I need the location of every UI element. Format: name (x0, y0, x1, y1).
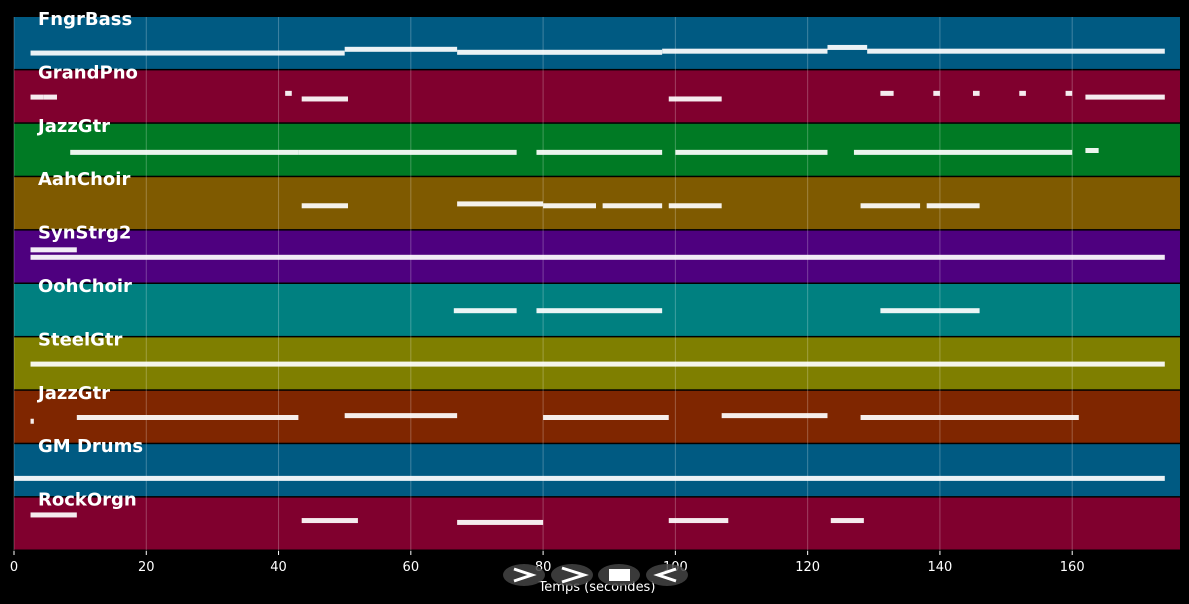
x-tick-label: 60 (403, 560, 420, 575)
track-name: RockOrgn (38, 490, 137, 511)
lane (14, 444, 1180, 497)
note (30, 512, 77, 518)
note (543, 415, 669, 420)
note (457, 519, 544, 525)
lane (14, 70, 1180, 123)
note (933, 90, 940, 96)
note (76, 415, 299, 420)
note (926, 203, 980, 209)
lane (14, 17, 1180, 69)
note (285, 90, 292, 96)
note (662, 48, 828, 54)
rewind-button[interactable] (646, 564, 688, 586)
note (30, 254, 1165, 260)
note (972, 90, 980, 96)
lane (14, 123, 1180, 176)
note (30, 418, 34, 424)
track-name: AahChoir (38, 169, 130, 190)
note (880, 308, 980, 314)
note (1065, 90, 1073, 96)
x-tick-label: 140 (928, 560, 953, 575)
x-tick-label: 0 (10, 560, 18, 575)
note (827, 44, 868, 50)
note (30, 94, 44, 100)
forward-button[interactable] (551, 564, 593, 586)
note (867, 48, 1165, 54)
note (880, 90, 894, 96)
note (457, 201, 544, 207)
track-name: GM Drums (38, 436, 143, 457)
note (301, 96, 348, 102)
note (344, 413, 458, 419)
track-name: OohChoir (38, 276, 132, 297)
note (70, 149, 299, 155)
grid (13, 17, 1073, 551)
note (543, 203, 597, 209)
x-tick-label: 20 (138, 560, 155, 575)
note (860, 203, 921, 209)
note (675, 149, 828, 155)
x-axis-label: Temps (secondes) (538, 580, 656, 595)
note (853, 149, 1073, 155)
note (536, 149, 663, 155)
labels: FngrBass GrandPno JazzGtr AahChoir SynStrg2 O… (36, 9, 143, 511)
notes (14, 44, 1165, 525)
note (668, 96, 722, 102)
x-tick-label: 40 (270, 560, 287, 575)
note (1085, 148, 1099, 153)
stop-button[interactable] (598, 564, 640, 586)
x-axis: 020406080100120140160 (10, 551, 1085, 575)
note (860, 415, 1079, 420)
track-name: JazzGtr (36, 383, 110, 404)
note (536, 308, 663, 314)
track-name: SteelGtr (38, 329, 123, 350)
note (30, 50, 345, 56)
note (43, 94, 57, 100)
play-button[interactable] (503, 564, 545, 586)
lanes (14, 17, 1180, 550)
track-name: GrandPno (38, 62, 138, 83)
note (453, 308, 517, 314)
note (602, 203, 663, 209)
x-tick-label: 160 (1060, 560, 1085, 575)
note (668, 518, 729, 524)
note (1085, 94, 1165, 100)
note (457, 49, 663, 55)
note (1019, 90, 1026, 96)
note (301, 203, 348, 209)
note (298, 149, 517, 155)
note (830, 518, 864, 524)
x-tick-label: 120 (795, 560, 820, 575)
note (14, 475, 1165, 481)
lane (14, 177, 1180, 230)
track-name: JazzGtr (36, 116, 110, 137)
lane (14, 497, 1180, 550)
note (668, 203, 722, 209)
note (344, 46, 458, 52)
playback-controls (503, 564, 688, 586)
track-name: FngrBass (38, 9, 132, 30)
track-name: SynStrg2 (38, 223, 131, 244)
note (30, 361, 1165, 367)
note (301, 518, 358, 524)
note (30, 247, 77, 253)
note (721, 413, 828, 419)
